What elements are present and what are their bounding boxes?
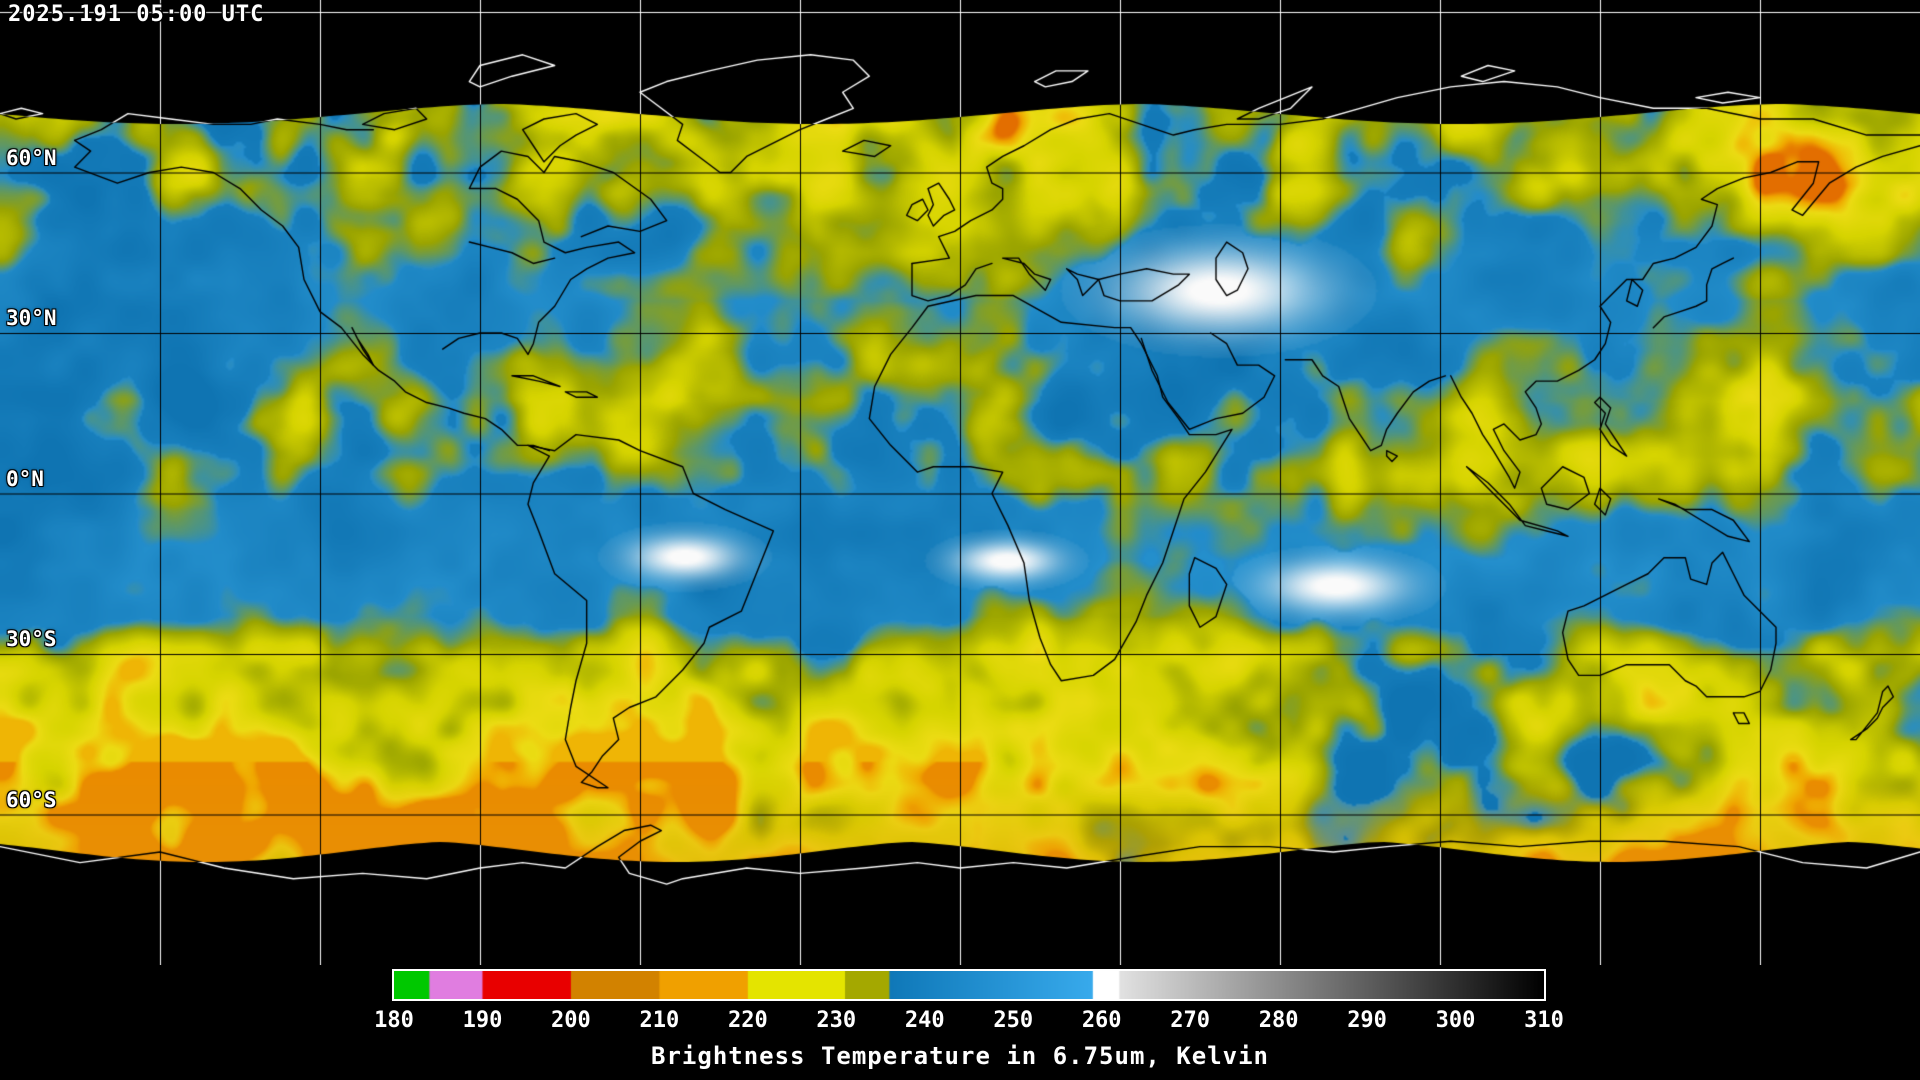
colorbar-tick-280: 280 xyxy=(1258,1008,1299,1033)
lat-label-1: 30°N xyxy=(6,306,57,330)
timestamp-label: 2025.191 05:00 UTC xyxy=(8,2,265,27)
colorbar-tick-260: 260 xyxy=(1081,1008,1122,1033)
colorbar-tick-210: 210 xyxy=(639,1008,680,1033)
colorbar-caption: Brightness Temperature in 6.75um, Kelvin xyxy=(651,1042,1269,1070)
colorbar-tick-300: 300 xyxy=(1435,1008,1476,1033)
colorbar-tick-200: 200 xyxy=(551,1008,591,1033)
colorbar-tick-230: 230 xyxy=(816,1008,857,1033)
global-brightness-temperature-map xyxy=(0,0,1920,965)
lat-label-2: 0°N xyxy=(6,466,44,491)
colorbar-tick-190: 190 xyxy=(462,1008,503,1033)
colorbar-tick-310: 310 xyxy=(1524,1008,1564,1033)
colorbar-tick-270: 270 xyxy=(1170,1008,1211,1033)
lat-label-3: 30°S xyxy=(6,627,57,651)
colorbar-tick-220: 220 xyxy=(727,1008,768,1033)
lat-label-4: 60°S xyxy=(6,787,57,812)
lat-label-0: 60°N xyxy=(6,145,57,170)
colorbar-tick-290: 290 xyxy=(1347,1008,1387,1033)
colorbar-tick-180: 180 xyxy=(374,1008,414,1033)
colorbar xyxy=(392,969,1546,1001)
colorbar-gradient xyxy=(394,971,1544,999)
colorbar-tick-240: 240 xyxy=(904,1008,945,1033)
colorbar-tick-labels: 180 190 200 210 220 230 240 250 260 270 280 290 300 3… xyxy=(0,1008,1920,1036)
colorbar-tick-250: 250 xyxy=(993,1008,1034,1033)
